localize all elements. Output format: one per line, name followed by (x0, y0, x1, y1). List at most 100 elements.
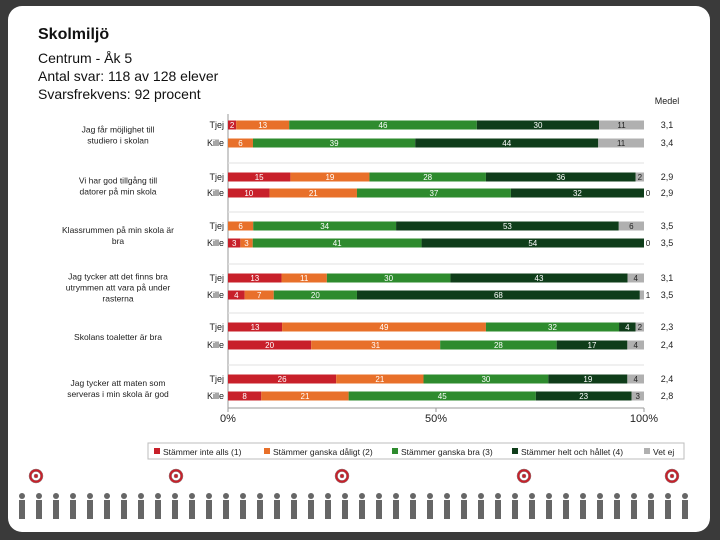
bar-value-label: 23 (579, 392, 588, 401)
footer-figures (19, 468, 688, 519)
footer-figure-icon (427, 493, 433, 519)
bar-value-label: 32 (548, 323, 557, 332)
bar-segment (631, 391, 644, 401)
footer-figure-icon (410, 493, 416, 519)
subtitle-response-rate: Svarsfrekvens: 92 procent (38, 86, 201, 102)
bar-segment (369, 172, 486, 182)
row-label: Kille (207, 238, 224, 248)
footer-figure-icon (291, 493, 297, 519)
question-group: Skolans toaletter är bra Tjej 13 49 32 4 2 2,3 K… (74, 312, 674, 350)
x-tick-label: 100% (630, 413, 658, 425)
footer-figure-icon (563, 493, 569, 519)
legend-box (147, 442, 685, 460)
row-label: Kille (207, 391, 224, 401)
bar-value-label: 43 (535, 274, 544, 283)
bar-value-label: 68 (494, 291, 503, 300)
bar-segment (252, 238, 422, 248)
footer-figure-icon (631, 493, 637, 519)
question-label: Jag tycker att det finns bra utrymmen att… (66, 272, 171, 304)
footer-figure-icon (376, 493, 382, 519)
footer-figure-icon (206, 493, 212, 519)
bar-segment (639, 290, 644, 300)
bar-value-label: 19 (325, 173, 334, 182)
bar-value-label: 11 (617, 121, 626, 130)
mean-value: 2,4 (661, 340, 674, 350)
footer-figure-icon (546, 493, 552, 519)
target-icon (334, 468, 350, 484)
bar-value-label: 13 (251, 323, 260, 332)
footer-figure-icon (19, 493, 25, 519)
mean-value: 2,9 (661, 188, 674, 198)
row-label: Tjej (209, 120, 224, 130)
bar-segment (485, 172, 636, 182)
x-tick-label: 50% (425, 413, 447, 425)
bar-value-label: 28 (423, 173, 432, 182)
bar-segment (228, 238, 241, 248)
question-label: Skolans toaletter är bra (74, 332, 162, 342)
mean-value: 3,5 (661, 290, 674, 300)
bar-segment (476, 120, 600, 130)
footer-figure-icon (495, 493, 501, 519)
row-label: Kille (207, 138, 224, 148)
bar-value-label: 3 (232, 239, 237, 248)
x-tick-label: 0% (220, 413, 236, 425)
bar-value-label: 13 (258, 121, 267, 130)
question-label: Jag får möjlighet till studiero i skolan (82, 125, 155, 146)
bar-value-label: 46 (379, 121, 388, 130)
bar-value-label: 26 (278, 375, 287, 384)
legend-swatch (264, 448, 270, 454)
bar-segment (228, 290, 245, 300)
footer-figure-icon (274, 493, 280, 519)
footer-figure-icon (580, 493, 586, 519)
footer-figure-icon (257, 493, 263, 519)
bar-segment (598, 138, 644, 148)
bar-value-label: 32 (573, 189, 582, 198)
bar-value-label: 17 (588, 341, 597, 350)
bar-segment (510, 188, 644, 198)
mean-value: 3,5 (661, 221, 674, 231)
bar-value-label: 4 (234, 291, 239, 300)
footer-figure-icon (325, 493, 331, 519)
row-label: Tjej (209, 273, 224, 283)
bar-value-label: 2 (230, 121, 235, 130)
bar-value-label: 6 (238, 222, 243, 231)
bar-segment (627, 273, 644, 283)
bar-value-label: 2 (638, 173, 643, 182)
bar-value-label: 54 (528, 239, 537, 248)
bar-value-label: 1 (646, 291, 651, 300)
question-group: Jag tycker att det finns bra utrymmen att… (66, 263, 674, 304)
footer-figure-icon (104, 493, 110, 519)
bar-segment (236, 120, 290, 130)
bar-segment (535, 391, 632, 401)
bar-segment (336, 374, 424, 384)
bar-segment (356, 188, 511, 198)
row-label: Tjej (209, 172, 224, 182)
target-icon (28, 468, 44, 484)
bar-segment (282, 322, 486, 332)
bar-segment (253, 221, 397, 231)
mean-value: 2,8 (661, 391, 674, 401)
bar-value-label: 20 (311, 291, 320, 300)
bar-segment (281, 273, 327, 283)
footer-figure-icon (240, 493, 246, 519)
bar-value-label: 44 (502, 139, 511, 148)
bar-segment (228, 120, 237, 130)
bar-value-label: 41 (333, 239, 342, 248)
legend-swatch (154, 448, 160, 454)
bar-segment (356, 290, 640, 300)
bar-value-label: 39 (330, 139, 339, 148)
bar-value-label: 13 (250, 274, 259, 283)
row-label: Kille (207, 340, 224, 350)
bar-segment (252, 138, 416, 148)
footer-figure-icon (87, 493, 93, 519)
footer-figure-icon (70, 493, 76, 519)
footer-figure-icon (138, 493, 144, 519)
footer-figure-icon (597, 493, 603, 519)
footer-figure-icon (308, 493, 314, 519)
bar-segment (423, 374, 549, 384)
bar-value-label: 31 (371, 341, 380, 350)
bar-value-label: 0 (646, 189, 651, 198)
bar-value-label: 8 (242, 392, 247, 401)
bar-segment (311, 340, 441, 350)
bar-segment (228, 374, 337, 384)
